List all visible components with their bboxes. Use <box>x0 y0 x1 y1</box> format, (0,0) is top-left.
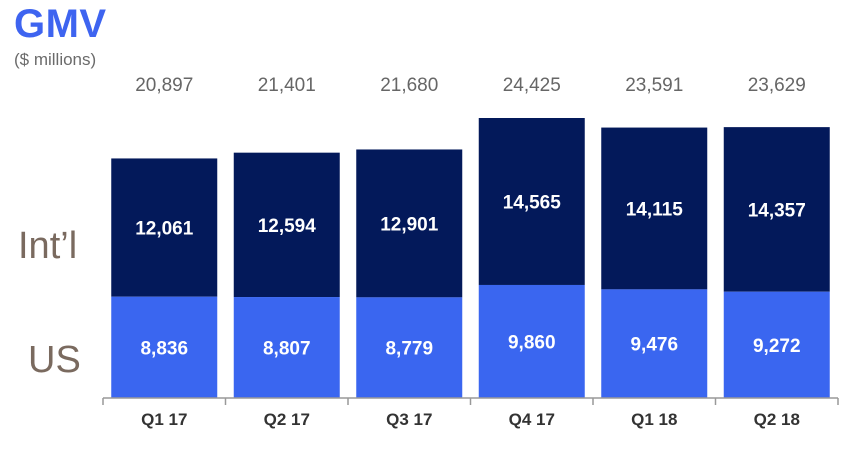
x-tick-label-3: Q4 17 <box>509 410 555 429</box>
total-label-3: 24,425 <box>503 75 561 96</box>
data-label-intl-2: 12,901 <box>380 214 439 235</box>
data-label-intl-4: 14,115 <box>626 199 683 220</box>
bar-intl-1 <box>233 152 340 298</box>
bar-intl-0 <box>111 158 218 297</box>
data-label-intl-1: 12,594 <box>258 216 317 237</box>
total-label-1: 21,401 <box>258 75 316 96</box>
x-tick-label-2: Q3 17 <box>386 410 432 429</box>
data-label-us-2: 8,779 <box>385 339 433 360</box>
x-tick-label-5: Q2 18 <box>754 410 800 429</box>
total-label-4: 23,591 <box>625 75 683 96</box>
bar-intl-2 <box>356 149 463 298</box>
x-tick-label-1: Q2 17 <box>264 410 310 429</box>
data-label-intl-0: 12,061 <box>135 219 194 240</box>
bar-intl-5 <box>723 127 830 292</box>
bar-us-3 <box>478 284 585 398</box>
bar-us-2 <box>356 297 463 398</box>
total-label-5: 23,629 <box>748 75 806 96</box>
data-label-intl-5: 14,357 <box>748 200 806 221</box>
bar-intl-3 <box>478 118 585 285</box>
data-label-us-3: 9,860 <box>508 332 556 353</box>
bar-us-5 <box>723 291 830 398</box>
total-label-0: 20,897 <box>135 75 193 96</box>
data-label-us-1: 8,807 <box>263 339 311 360</box>
chart-subtitle: ($ millions) <box>14 50 97 69</box>
series-label-us: US <box>28 339 81 381</box>
total-label-2: 21,680 <box>380 75 438 96</box>
data-label-us-0: 8,836 <box>140 338 188 359</box>
bar-us-1 <box>233 297 340 398</box>
x-tick-label-4: Q1 18 <box>631 410 677 429</box>
bar-us-0 <box>111 296 218 398</box>
data-label-us-4: 9,476 <box>630 335 678 356</box>
bar-intl-4 <box>601 127 708 290</box>
x-tick-label-0: Q1 17 <box>141 410 187 429</box>
bar-us-4 <box>601 289 708 398</box>
data-label-intl-3: 14,565 <box>503 192 562 213</box>
data-label-us-5: 9,272 <box>753 336 801 357</box>
chart-title: GMV <box>14 2 107 46</box>
series-label-intl: Int’l <box>18 225 78 267</box>
